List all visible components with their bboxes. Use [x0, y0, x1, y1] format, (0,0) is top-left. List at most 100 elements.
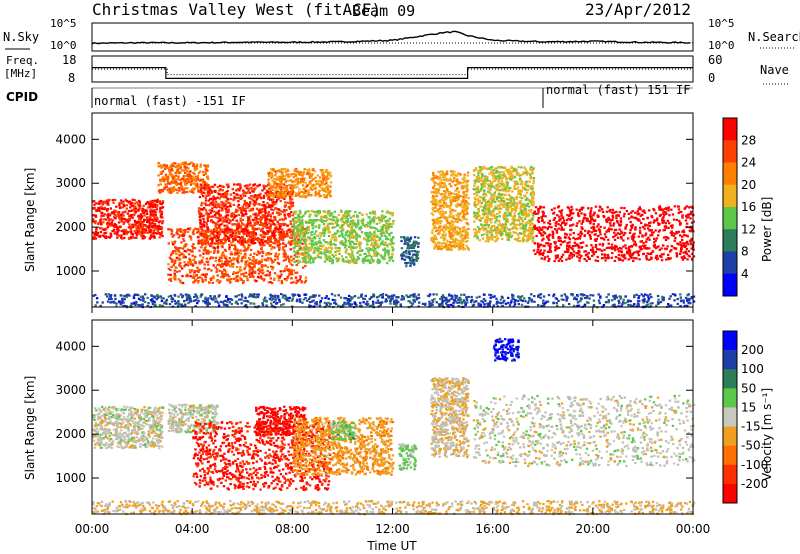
- power-cell: [442, 230, 446, 234]
- power-cell: [167, 242, 170, 245]
- power-cell: [391, 222, 395, 225]
- power-cell: [242, 229, 245, 232]
- power-cell: [210, 245, 213, 248]
- power-cell: [389, 242, 393, 245]
- freq-right-tick-bottom: 0: [708, 71, 715, 85]
- power-cell: [301, 219, 304, 222]
- power-cell: [128, 216, 132, 219]
- power-cell: [431, 231, 434, 235]
- power-cell: [232, 258, 235, 262]
- power-cell: [256, 214, 259, 217]
- power-cell: [257, 218, 260, 221]
- power-cell: [352, 220, 356, 223]
- power-cell: [210, 185, 213, 188]
- power-cell: [369, 248, 372, 251]
- power-cell: [275, 225, 278, 229]
- power-cell: [288, 184, 291, 187]
- power-cell: [138, 232, 141, 235]
- power-cell: [345, 231, 348, 235]
- power-cell: [170, 228, 173, 231]
- power-cell: [279, 195, 282, 199]
- power-cell: [126, 212, 130, 215]
- power-cell: [228, 222, 231, 225]
- power-cell: [251, 190, 254, 193]
- power-cell: [276, 257, 280, 260]
- power-cell: [95, 227, 98, 230]
- power-cell: [304, 212, 307, 215]
- power-cell: [125, 204, 129, 207]
- power-cell: [345, 223, 349, 226]
- power-cell: [254, 232, 257, 235]
- power-cell: [455, 195, 459, 198]
- power-cell: [279, 242, 282, 246]
- power-cell: [408, 250, 411, 253]
- power-cell: [463, 213, 466, 216]
- power-cell: [160, 226, 164, 229]
- freq-lines: [92, 66, 693, 80]
- power-cell: [134, 205, 137, 208]
- power-cell: [227, 183, 230, 186]
- power-cell: [128, 201, 131, 204]
- power-cell: [234, 246, 237, 249]
- power-cell: [121, 217, 124, 220]
- power-cell: [330, 222, 333, 225]
- power-cell: [433, 244, 437, 247]
- power-cell: [231, 223, 235, 226]
- power-cell: [321, 180, 324, 183]
- power-cell: [431, 171, 435, 175]
- power-cell: [448, 230, 451, 233]
- power-cell: [496, 226, 499, 229]
- power-cell: [502, 215, 505, 218]
- power-cell: [413, 242, 416, 245]
- power-cell: [390, 240, 393, 243]
- power-cell: [299, 177, 302, 180]
- power-cell: [334, 243, 337, 247]
- power-cell: [217, 203, 220, 206]
- power-cell: [180, 267, 184, 270]
- power-cell: [319, 244, 322, 248]
- power-cell: [241, 256, 244, 259]
- power-cell: [175, 183, 179, 186]
- power-cell: [361, 218, 365, 221]
- power-cell: [185, 275, 188, 278]
- power-cell: [314, 190, 318, 193]
- power-cell: [198, 195, 202, 199]
- power-cell: [442, 238, 446, 242]
- power-cell: [231, 231, 235, 234]
- power-cell: [466, 233, 470, 237]
- power-cell: [441, 171, 445, 174]
- power-cell: [318, 189, 321, 192]
- power-cell: [268, 244, 271, 247]
- power-cell: [120, 201, 124, 204]
- power-cell: [183, 190, 186, 193]
- power-cell: [175, 270, 179, 273]
- power-cell: [430, 238, 433, 241]
- power-cell: [178, 234, 182, 237]
- power-cell: [400, 247, 404, 250]
- power-cell: [301, 184, 305, 187]
- power-cell: [192, 191, 195, 194]
- power-cell: [385, 219, 388, 223]
- power-cell: [439, 225, 442, 228]
- power-cell: [364, 259, 367, 262]
- power-cell: [248, 262, 251, 265]
- power-cell: [157, 174, 160, 177]
- power-cell: [309, 182, 312, 185]
- power-cell: [181, 253, 184, 256]
- power-cell: [240, 237, 244, 240]
- power-cell: [404, 261, 407, 265]
- power-cell: [361, 222, 365, 225]
- power-cell: [386, 226, 390, 229]
- power-cell: [215, 201, 218, 204]
- power-cell: [201, 170, 205, 173]
- power-cell: [221, 193, 224, 196]
- power-cell: [195, 227, 198, 230]
- power-cell: [240, 197, 244, 200]
- power-cell: [249, 215, 252, 218]
- power-cell: [253, 228, 256, 231]
- power-cell: [478, 214, 481, 218]
- power-cell: [312, 251, 316, 254]
- power-cell: [446, 219, 449, 222]
- power-cell: [247, 257, 251, 260]
- power-cell: [376, 246, 379, 249]
